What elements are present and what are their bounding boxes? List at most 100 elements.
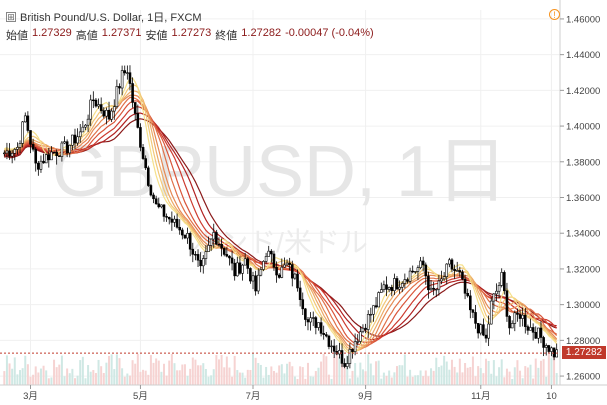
- volume-bar: [110, 354, 113, 385]
- candle-body: [277, 274, 281, 278]
- candle-body: [343, 363, 346, 367]
- volume-bar: [238, 372, 241, 385]
- volume-bar: [555, 373, 558, 385]
- candle-body: [411, 270, 415, 273]
- volume-bar: [212, 369, 215, 385]
- volume-bar: [521, 378, 524, 385]
- volume-bar: [450, 359, 453, 385]
- candle-body: [112, 106, 116, 112]
- candle-body: [317, 322, 320, 328]
- volume-bar: [519, 370, 522, 385]
- candle-body: [450, 259, 454, 270]
- volume-bar: [225, 356, 228, 385]
- volume-bar: [513, 367, 516, 385]
- volume-bar: [443, 355, 446, 385]
- volume-bar: [534, 358, 537, 385]
- candle-body: [552, 347, 556, 358]
- candle-body: [542, 337, 545, 348]
- volume-bar: [155, 358, 158, 385]
- volume-bar: [398, 365, 401, 385]
- volume-bar: [73, 378, 76, 385]
- candle-body: [34, 148, 38, 164]
- candle-body: [173, 218, 176, 223]
- volume-bar: [246, 369, 249, 385]
- candle-body: [162, 204, 166, 217]
- ma-line: [4, 77, 558, 354]
- candle-body: [39, 160, 43, 170]
- volume-bar: [346, 355, 349, 385]
- candle-body: [379, 289, 383, 293]
- candle-body: [31, 144, 35, 150]
- volume-bar: [471, 356, 474, 385]
- candle-body: [52, 151, 56, 154]
- candle-body: [270, 250, 273, 255]
- volume-bar: [63, 376, 66, 385]
- volume-bar: [181, 364, 184, 385]
- candle-body: [228, 255, 231, 259]
- candle-body: [521, 314, 524, 319]
- volume-bar: [11, 368, 14, 385]
- volume-bar: [217, 359, 220, 385]
- candle-body: [149, 185, 153, 196]
- time-axis[interactable]: 3月 5月 7月 9月 11月 10: [0, 384, 607, 402]
- volume-bar: [147, 374, 150, 385]
- candle-body: [139, 127, 142, 148]
- volume-bar: [37, 372, 40, 385]
- alert-icon[interactable]: !: [549, 9, 560, 20]
- high-label: 高値: [75, 30, 98, 42]
- volume-bar: [495, 376, 498, 385]
- candle-body: [259, 269, 263, 276]
- candle-body: [440, 278, 443, 282]
- candle-body: [97, 104, 100, 107]
- candle-body: [437, 280, 441, 290]
- volume-bar: [406, 376, 409, 385]
- volume-bar: [29, 376, 32, 385]
- volume-bars: [3, 353, 558, 385]
- candle-body: [128, 72, 132, 84]
- volume-bar: [553, 354, 556, 385]
- candle-body: [356, 341, 360, 343]
- volume-bar: [47, 378, 50, 385]
- volume-bar: [448, 369, 451, 385]
- candle-body: [374, 305, 378, 308]
- volume-bar: [372, 375, 375, 385]
- volume-bar: [367, 354, 370, 385]
- volume-bar: [249, 369, 252, 385]
- volume-bar: [173, 363, 176, 385]
- volume-bar: [487, 360, 490, 385]
- grid-expand-icon[interactable]: ⊞: [6, 12, 16, 22]
- candle-body: [165, 216, 168, 218]
- volume-bar: [42, 365, 45, 385]
- volume-bar: [333, 357, 336, 385]
- candle-body: [99, 104, 103, 111]
- candle-body: [476, 323, 480, 334]
- price-axis[interactable]: 1.26000 1.28000 1.30000 1.32000 1.34000 1.360…: [559, 0, 600, 385]
- candle-body: [199, 259, 202, 267]
- change-value: -0.00047 (-0.04%): [285, 27, 374, 39]
- candle-body: [382, 284, 386, 290]
- candle-body: [84, 124, 87, 128]
- volume-bar: [97, 359, 100, 385]
- y-tick-label: 1.46000: [566, 14, 600, 25]
- candle-body: [314, 317, 318, 328]
- volume-bar: [532, 378, 535, 385]
- candle-body: [377, 292, 380, 308]
- candle-body: [466, 292, 469, 297]
- candle-body: [529, 327, 532, 331]
- y-tick-label: 1.36000: [566, 193, 600, 204]
- volume-bar: [210, 375, 213, 385]
- y-tick-label: 1.40000: [566, 122, 600, 133]
- volume-bar: [55, 367, 58, 385]
- volume-bar: [377, 360, 380, 385]
- volume-bar: [286, 363, 289, 385]
- volume-bar: [21, 368, 24, 385]
- symbol-title[interactable]: British Pound/U.S. Dollar, 1日, FXCM: [20, 12, 202, 24]
- candle-body: [503, 272, 506, 292]
- candle-body: [424, 264, 428, 277]
- volume-bar: [102, 373, 105, 385]
- volume-bar: [409, 369, 412, 385]
- volume-bar: [26, 364, 29, 385]
- candle-body: [183, 234, 187, 239]
- candle-body: [280, 266, 284, 278]
